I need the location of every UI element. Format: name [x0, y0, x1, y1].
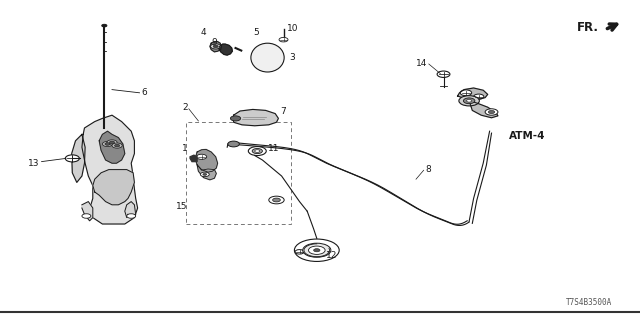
Circle shape: [230, 116, 241, 121]
Polygon shape: [195, 149, 218, 172]
Circle shape: [437, 71, 450, 77]
Text: 4: 4: [200, 28, 206, 36]
Circle shape: [102, 24, 107, 27]
Circle shape: [467, 100, 472, 102]
Polygon shape: [469, 101, 498, 118]
Circle shape: [460, 90, 472, 96]
Polygon shape: [99, 131, 125, 163]
Circle shape: [295, 250, 304, 254]
Text: 9: 9: [212, 38, 218, 47]
Text: 13: 13: [28, 159, 40, 168]
Circle shape: [252, 148, 262, 154]
Circle shape: [82, 214, 91, 218]
Circle shape: [112, 143, 122, 148]
Circle shape: [474, 94, 484, 99]
Circle shape: [255, 150, 260, 152]
Polygon shape: [93, 170, 134, 205]
Circle shape: [65, 155, 79, 162]
Polygon shape: [125, 202, 136, 218]
Circle shape: [109, 141, 115, 144]
Polygon shape: [210, 42, 221, 52]
Text: 2: 2: [182, 103, 188, 112]
Circle shape: [459, 96, 479, 106]
Ellipse shape: [251, 43, 284, 72]
Circle shape: [211, 44, 221, 49]
Polygon shape: [82, 115, 138, 224]
Text: 15: 15: [176, 202, 188, 211]
Circle shape: [488, 110, 495, 114]
Circle shape: [308, 246, 325, 254]
Circle shape: [279, 37, 288, 42]
Bar: [186, 122, 291, 224]
Circle shape: [314, 249, 320, 252]
Circle shape: [294, 239, 339, 261]
Circle shape: [107, 140, 117, 145]
Circle shape: [463, 98, 475, 104]
Polygon shape: [197, 165, 216, 180]
Text: T7S4B3500A: T7S4B3500A: [566, 298, 612, 307]
Text: 3: 3: [289, 53, 295, 62]
Text: 8: 8: [425, 165, 431, 174]
Circle shape: [115, 144, 120, 147]
Text: 7: 7: [280, 107, 286, 116]
Circle shape: [273, 198, 280, 202]
Circle shape: [102, 141, 113, 147]
Polygon shape: [219, 44, 232, 55]
Circle shape: [485, 109, 498, 115]
Text: 5: 5: [253, 28, 259, 37]
Polygon shape: [82, 202, 93, 221]
Polygon shape: [72, 134, 85, 182]
Circle shape: [127, 214, 136, 218]
Circle shape: [213, 45, 218, 48]
Polygon shape: [458, 88, 488, 99]
Circle shape: [303, 243, 331, 257]
Polygon shape: [234, 109, 278, 126]
Text: ATM-4: ATM-4: [509, 131, 545, 141]
Text: 11: 11: [268, 144, 279, 153]
Circle shape: [105, 143, 110, 145]
Text: 1: 1: [182, 144, 188, 153]
Text: 10: 10: [287, 24, 298, 33]
Circle shape: [203, 173, 207, 175]
Circle shape: [200, 172, 209, 177]
Text: 14: 14: [416, 59, 428, 68]
Circle shape: [269, 196, 284, 204]
Text: FR.: FR.: [577, 21, 598, 34]
Circle shape: [228, 141, 239, 147]
Polygon shape: [190, 155, 197, 162]
Circle shape: [196, 154, 207, 159]
Text: 6: 6: [141, 88, 147, 97]
Circle shape: [248, 147, 266, 156]
Text: 12: 12: [326, 252, 338, 260]
